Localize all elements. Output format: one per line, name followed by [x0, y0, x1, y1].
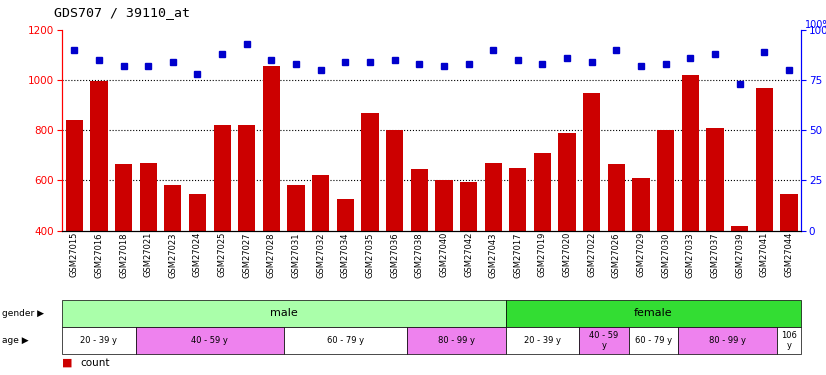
Text: 80 - 99 y: 80 - 99 y — [438, 336, 475, 345]
Bar — [583, 93, 601, 231]
Text: 20 - 39 y: 20 - 39 y — [80, 336, 117, 345]
Bar — [460, 182, 477, 231]
Text: GDS707 / 39110_at: GDS707 / 39110_at — [54, 6, 190, 19]
Bar — [411, 169, 428, 231]
Bar — [65, 120, 83, 231]
Bar — [534, 153, 551, 231]
Text: male: male — [270, 309, 297, 318]
Text: gender ▶: gender ▶ — [2, 309, 44, 318]
Bar — [312, 176, 330, 231]
Bar — [509, 168, 526, 231]
Text: 60 - 79 y: 60 - 79 y — [635, 336, 672, 345]
Bar — [731, 226, 748, 231]
Bar — [386, 130, 403, 231]
Bar — [164, 186, 182, 231]
Bar — [706, 128, 724, 231]
Bar — [189, 194, 206, 231]
Bar — [238, 125, 255, 231]
Bar — [115, 164, 132, 231]
Text: 80 - 99 y: 80 - 99 y — [709, 336, 746, 345]
Text: ■: ■ — [62, 358, 73, 368]
Bar — [337, 199, 354, 231]
Text: 40 - 59 y: 40 - 59 y — [192, 336, 228, 345]
Bar — [756, 88, 773, 231]
Bar — [657, 130, 674, 231]
Bar — [263, 66, 280, 231]
Bar — [608, 164, 625, 231]
Bar — [287, 186, 305, 231]
Text: 40 - 59
y: 40 - 59 y — [590, 331, 619, 350]
Text: 100%: 100% — [805, 20, 826, 30]
Text: age ▶: age ▶ — [2, 336, 28, 345]
Text: 60 - 79 y: 60 - 79 y — [327, 336, 364, 345]
Bar — [90, 81, 107, 231]
Bar — [361, 113, 378, 231]
Text: count: count — [80, 358, 110, 368]
Bar — [485, 163, 502, 231]
Bar — [781, 194, 798, 231]
Bar — [140, 163, 157, 231]
Bar — [558, 133, 576, 231]
Bar — [435, 180, 453, 231]
Bar — [681, 75, 699, 231]
Text: 20 - 39 y: 20 - 39 y — [524, 336, 561, 345]
Text: 106
y: 106 y — [781, 331, 797, 350]
Bar — [633, 178, 650, 231]
Bar — [213, 125, 230, 231]
Text: female: female — [634, 309, 672, 318]
